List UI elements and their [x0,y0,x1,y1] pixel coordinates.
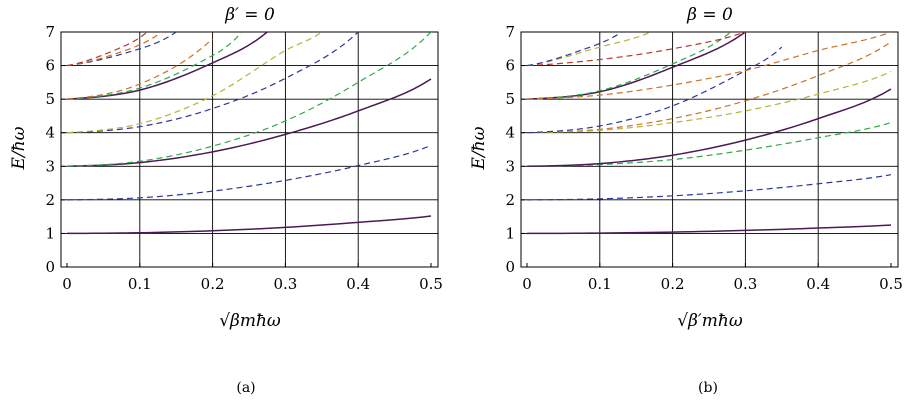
plot-frame [520,31,899,268]
y-tick-label: 2 [45,191,55,209]
series-line [526,41,892,134]
panel-a-caption: (a) [236,380,255,396]
panel-b-ticks: 0 0.1 0.2 0.3 0.4 0.5 0 1 2 3 4 5 6 7 [505,23,902,293]
x-tick-label: 0.5 [879,275,903,293]
x-tick-label: 0 [62,275,72,293]
y-tick-label: 5 [505,90,515,108]
x-tick-label: 0.5 [419,275,443,293]
panel-b-grid [520,31,899,268]
panel-b-caption: (b) [698,380,718,396]
series-line [66,215,432,235]
y-tick-label: 6 [505,57,515,75]
x-tick-label: 0.2 [201,275,225,293]
y-tick-label: 1 [505,224,515,242]
y-tick-label: 3 [45,157,55,175]
plot-frame [60,31,439,268]
x-tick-label: 0.1 [128,275,152,293]
y-tick-label: 4 [45,124,55,142]
panel-a-ylabel: E/ħω [9,126,29,170]
y-tick-label: 0 [45,258,55,276]
y-tick-label: 4 [505,124,515,142]
y-tick-label: 6 [45,57,55,75]
series-line [526,32,746,67]
x-tick-label: 0.3 [733,275,757,293]
x-tick-label: 0.1 [588,275,612,293]
y-tick-label: 7 [45,23,55,41]
panel-b-title: β = 0 [686,5,733,25]
panel-a-curves [66,32,432,235]
series-line [526,32,746,100]
series-line [526,174,892,201]
series-line [526,88,892,168]
y-tick-label: 7 [505,23,515,41]
panel-b-curves [526,32,892,235]
series-line [66,32,162,67]
y-tick-label: 5 [45,90,55,108]
x-tick-label: 0.4 [346,275,370,293]
panel-a-title: β′ = 0 [224,5,275,25]
series-line [66,78,432,168]
x-tick-label: 0.2 [661,275,685,293]
series-line [66,32,177,67]
x-tick-label: 0.3 [273,275,297,293]
x-tick-label: 0 [522,275,532,293]
series-line [66,32,323,134]
panel-b-xlabel: √β′mħω [677,311,743,331]
y-tick-label: 1 [45,224,55,242]
series-line [66,32,432,167]
y-tick-label: 3 [505,157,515,175]
panel-b-ylabel: E/ħω [469,126,489,170]
panel-a-grid [60,31,439,268]
series-line [526,71,892,134]
y-tick-label: 0 [505,258,515,276]
series-line [526,32,732,100]
panel-a: β′ = 0 E/ħω √βmħω (a) 0 0.1 0.2 0.3 0.4 0.5 0 1… [9,5,443,396]
x-tick-label: 0.4 [806,275,830,293]
series-line [526,46,783,134]
panel-b: β = 0 E/ħω √β′mħω (b) 0 0.1 0.2 0.3 0.4 0.5 0 1… [469,5,903,396]
panel-a-xlabel: √βmħω [219,311,281,331]
series-line [66,32,243,100]
series-line [526,32,892,100]
series-line [66,32,148,67]
series-line [526,32,622,67]
series-line [66,144,432,201]
series-line [66,38,214,100]
series-line [66,32,359,134]
panel-a-ticks: 0 0.1 0.2 0.3 0.4 0.5 0 1 2 3 4 5 6 7 [45,23,442,293]
series-line [526,224,892,235]
y-tick-label: 2 [505,191,515,209]
